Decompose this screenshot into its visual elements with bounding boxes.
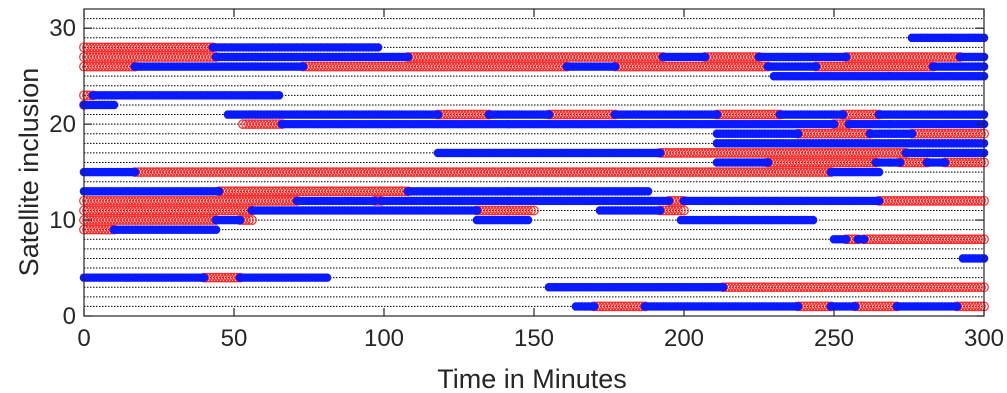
x-tick-label: 50 (221, 325, 248, 352)
blue-point (940, 158, 950, 167)
blue-point (130, 167, 140, 177)
blue-point (472, 206, 482, 215)
red-point (244, 215, 254, 225)
blue-point (523, 215, 533, 225)
red-point (526, 205, 536, 216)
blue-point (952, 302, 962, 311)
blue-point (700, 52, 710, 62)
blue-point (610, 62, 620, 71)
blue-point (811, 62, 821, 71)
blue-point (655, 206, 665, 215)
blue-point (718, 282, 728, 292)
x-tick-label: 150 (514, 325, 554, 352)
red-point (529, 205, 539, 216)
x-tick-label: 100 (364, 325, 404, 352)
red-point (676, 205, 686, 216)
blue-point (664, 196, 674, 206)
red-point (247, 215, 257, 225)
x-tick-label: 250 (814, 325, 854, 352)
red-point (976, 128, 986, 139)
blue-point (433, 110, 443, 119)
red-point (976, 195, 986, 206)
red-point (976, 282, 986, 293)
x-tick-label: 300 (964, 325, 1004, 352)
blue-point (589, 302, 599, 311)
red-point (973, 234, 983, 245)
blue-point (793, 129, 803, 139)
blue-point (874, 167, 884, 177)
blue-point (214, 186, 224, 196)
blue-point (373, 43, 383, 52)
blue-point (274, 91, 284, 100)
blue-series (79, 33, 989, 311)
blue-point (841, 52, 851, 62)
y-tick-label: 10 (49, 207, 76, 234)
blue-point (544, 110, 554, 119)
red-point (679, 205, 689, 216)
blue-point (838, 110, 848, 119)
red-point (973, 195, 983, 206)
blue-point (874, 196, 884, 206)
blue-point (235, 215, 245, 225)
y-tick-label: 30 (49, 15, 76, 42)
blue-point (841, 234, 851, 244)
blue-point (907, 129, 917, 139)
blue-point (895, 158, 905, 167)
y-tick-label: 0 (63, 303, 76, 330)
blue-point (322, 273, 332, 282)
blue-point (793, 302, 803, 311)
red-series (79, 42, 989, 312)
blue-point (403, 52, 413, 62)
x-tick-label: 0 (77, 325, 90, 352)
red-point (973, 157, 983, 168)
blue-point (298, 62, 308, 71)
blue-point (109, 100, 119, 110)
red-point (673, 205, 683, 216)
red-point (973, 282, 983, 293)
red-point (523, 205, 533, 216)
blue-point (655, 148, 665, 158)
blue-point (763, 158, 773, 167)
blue-point (211, 225, 221, 234)
red-point (976, 157, 986, 168)
red-point (976, 301, 986, 312)
axes: 0 50 100 150 200 250 300 0 10 20 30 (49, 8, 1004, 352)
x-axis-label: Time in Minutes (437, 364, 627, 393)
red-point (973, 301, 983, 312)
y-axis-label: Satellite inclusion (14, 68, 44, 277)
blue-point (370, 196, 380, 206)
blue-point (829, 119, 839, 129)
blue-point (859, 234, 869, 244)
red-point (973, 128, 983, 139)
blue-point (712, 110, 722, 119)
red-point (976, 234, 986, 245)
blue-point (850, 302, 860, 311)
y-tick-label: 20 (49, 111, 76, 138)
blue-point (808, 215, 818, 225)
blue-point (199, 273, 209, 282)
blue-point (643, 186, 653, 196)
x-tick-label: 200 (664, 325, 704, 352)
